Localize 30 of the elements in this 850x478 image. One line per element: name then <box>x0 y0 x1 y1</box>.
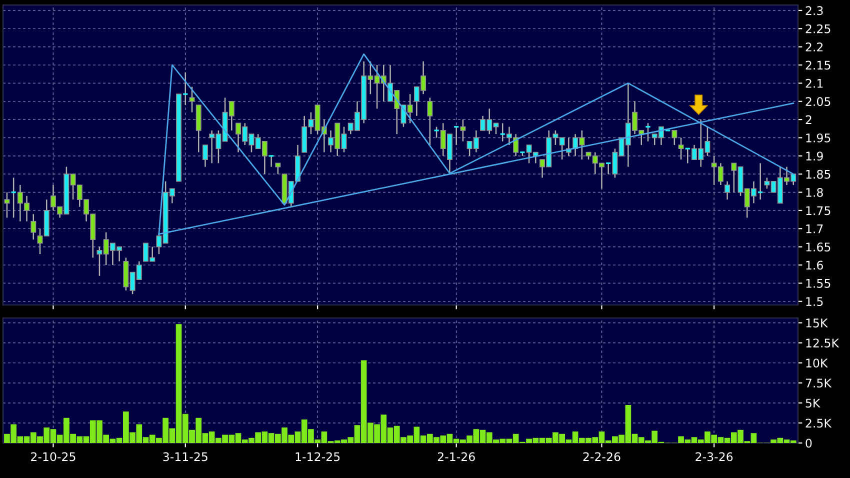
y-tick-label: 1.55 <box>806 279 830 288</box>
y-tick-label: 1.6 <box>806 260 823 270</box>
y-tick-label: 1.85 <box>806 170 830 179</box>
y-tick-label: 1.95 <box>806 133 830 142</box>
x-tick-label: 3-11-25 <box>163 452 208 462</box>
y-tick-label: 1.75 <box>806 206 830 216</box>
y-tick-label: 2.05 <box>806 97 830 106</box>
y-tick-label: 2.5K <box>806 418 832 428</box>
y-tick-label: 10K <box>806 358 828 368</box>
y-tick-label: 2 <box>806 115 812 124</box>
x-tick-label: 1-12-25 <box>296 452 340 462</box>
x-tick-label: 2-1-26 <box>438 452 475 462</box>
y-tick-label: 12.5K <box>806 338 840 348</box>
y-tick-label: 1.7 <box>806 224 823 234</box>
y-tick-label: 5K <box>806 398 820 408</box>
y-tick-label: 1.9 <box>806 152 823 161</box>
y-tick-label: 7.5K <box>806 378 832 388</box>
y-tick-label: 1.5 <box>806 297 823 306</box>
x-tick-label: 2-2-26 <box>583 452 620 462</box>
y-tick-label: 1.8 <box>806 188 823 197</box>
x-tick-label: 2-3-26 <box>696 452 733 462</box>
y-tick-label: 1.65 <box>806 242 830 252</box>
y-tick-label: 15K <box>806 318 828 328</box>
y-tick-label: 2.25 <box>806 24 830 34</box>
y-tick-label: 2.2 <box>806 42 823 52</box>
y-tick-label: 2.15 <box>806 60 830 70</box>
y-tick-label: 2.3 <box>806 6 823 16</box>
y-tick-label: 0 <box>806 438 812 448</box>
x-tick-label: 2-10-25 <box>31 452 76 462</box>
y-tick-label: 2.1 <box>806 78 823 88</box>
